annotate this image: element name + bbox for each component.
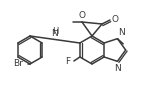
Text: N: N <box>52 29 58 38</box>
Text: Br: Br <box>13 59 23 69</box>
Text: F: F <box>65 57 70 65</box>
Text: O: O <box>111 16 118 24</box>
Text: N: N <box>118 28 125 37</box>
Text: H: H <box>52 28 58 37</box>
Text: O: O <box>78 12 86 21</box>
Text: N: N <box>115 64 121 73</box>
